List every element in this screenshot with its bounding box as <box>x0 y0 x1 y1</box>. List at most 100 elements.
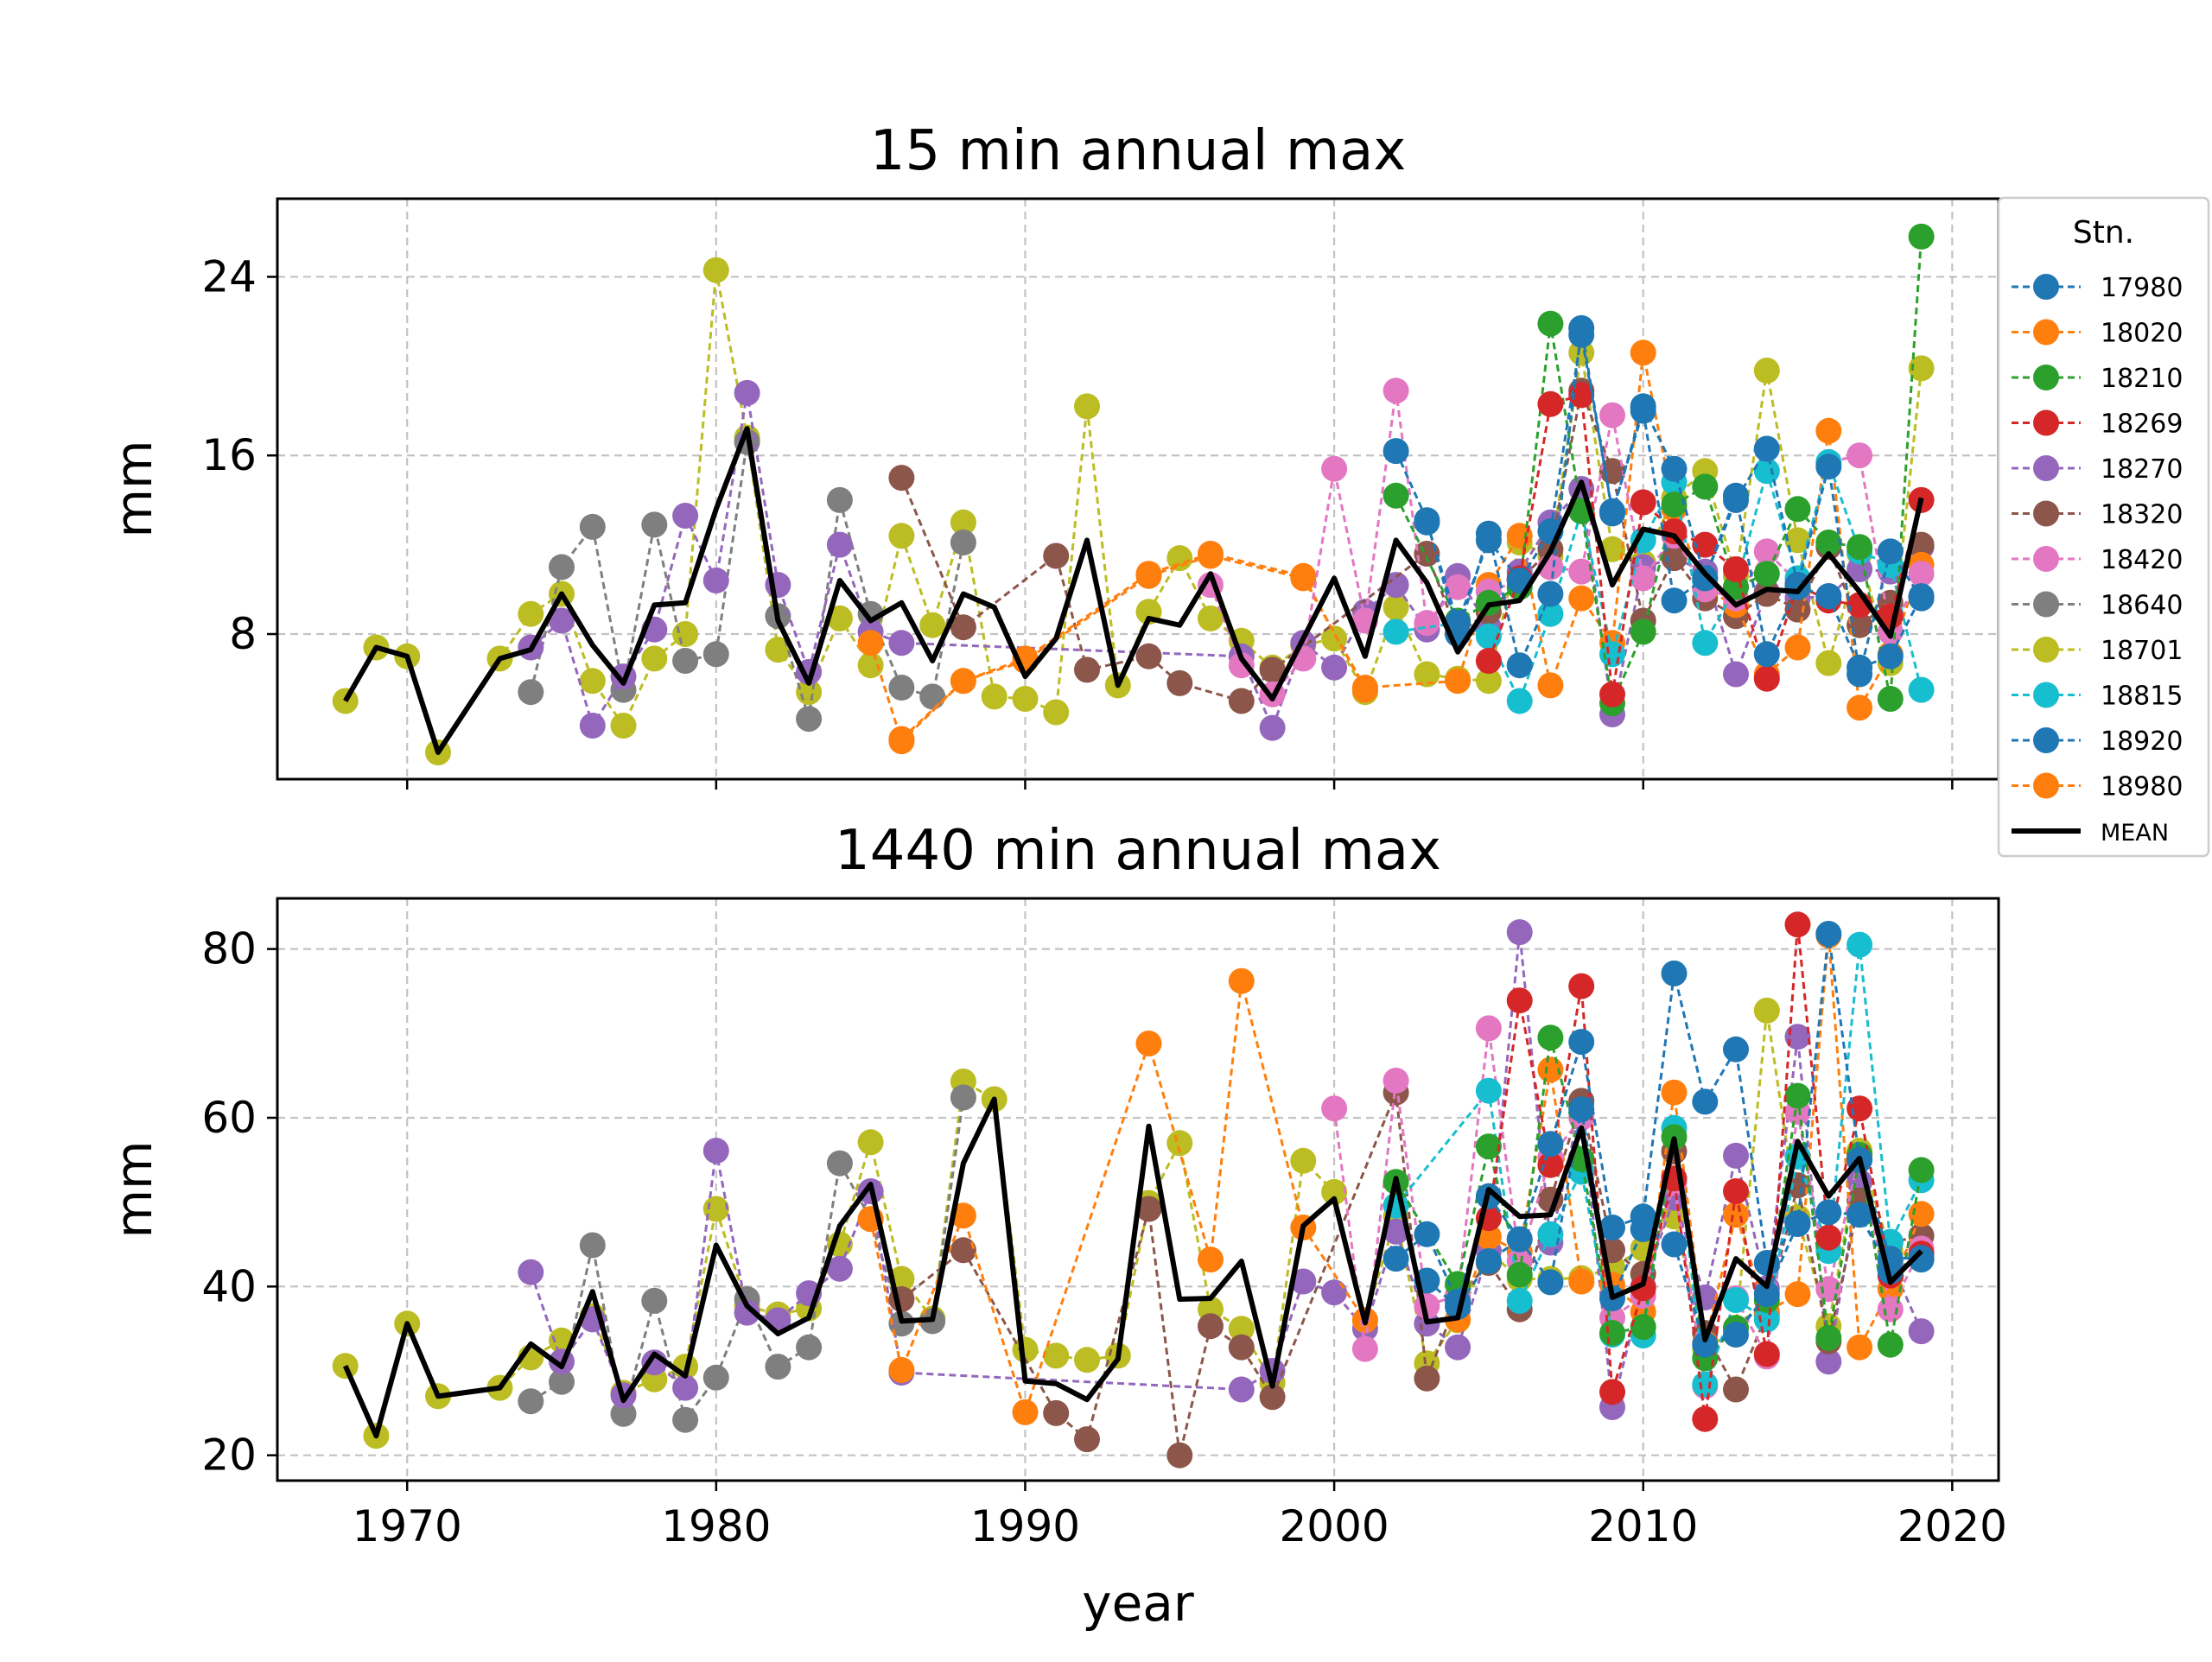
data-point <box>1599 1320 1625 1347</box>
data-point <box>950 530 976 555</box>
data-point <box>1198 605 1224 631</box>
data-point <box>1321 1178 1348 1205</box>
data-point <box>1445 1334 1471 1361</box>
data-point <box>1661 1231 1688 1258</box>
series-line-18270 <box>529 931 1923 1408</box>
data-point <box>1135 562 1162 589</box>
data-point <box>734 379 760 406</box>
data-point <box>1259 657 1286 683</box>
data-point <box>888 675 915 701</box>
data-point <box>1382 1246 1409 1272</box>
data-point <box>1537 1221 1564 1247</box>
data-point <box>1290 1147 1317 1174</box>
data-point <box>1753 435 1780 462</box>
data-point <box>1568 973 1595 999</box>
data-point <box>1877 643 1904 669</box>
data-point <box>702 257 729 283</box>
legend-entry-18320: 18320 <box>2012 500 2183 530</box>
legend-entries: 17980 18020 18210 18269 18270 18320 18420 18640… <box>2012 273 2183 847</box>
data-point <box>1475 1133 1502 1160</box>
x-tick-label: 1990 <box>970 1501 1080 1551</box>
data-point <box>1414 661 1440 688</box>
data-point <box>1012 1399 1039 1425</box>
data-point <box>1506 987 1533 1014</box>
series-MEAN <box>343 426 1924 755</box>
data-point <box>1259 1384 1286 1411</box>
data-point <box>1382 482 1409 509</box>
data-point <box>1537 1024 1564 1051</box>
data-point <box>1630 565 1656 592</box>
data-point <box>1135 643 1162 669</box>
data-point <box>1908 355 1935 382</box>
data-point <box>1475 1223 1502 1250</box>
data-point <box>1692 531 1719 558</box>
data-point <box>1475 527 1502 554</box>
data-point <box>1630 1215 1656 1242</box>
legend-marker <box>2033 455 2059 481</box>
legend: Stn. 17980 18020 18210 18269 18270 18320 18420… <box>1997 196 2210 858</box>
legend-entry-18420: 18420 <box>2012 545 2183 575</box>
data-point <box>610 713 637 739</box>
series-line-18815 <box>1395 944 1923 1386</box>
data-point <box>1847 1334 1873 1361</box>
data-point <box>888 630 915 657</box>
data-point <box>1414 541 1440 567</box>
data-point <box>1351 1335 1378 1362</box>
data-point <box>826 1255 853 1282</box>
series-layer <box>332 911 1935 1469</box>
legend-label: 18980 <box>2101 772 2183 802</box>
y-tick-label: 60 <box>201 1093 257 1143</box>
axes-frame <box>276 897 2000 1482</box>
data-point <box>1568 1029 1595 1056</box>
legend-entry-18920: 18920 <box>2012 726 2183 757</box>
data-point <box>702 1364 729 1391</box>
data-point <box>1228 967 1255 994</box>
data-point <box>1382 1218 1409 1245</box>
data-point <box>1166 1442 1193 1469</box>
legend-label: 18640 <box>2101 591 2183 621</box>
data-point <box>857 630 884 657</box>
data-point <box>950 1084 976 1111</box>
series-layer <box>332 223 1935 765</box>
data-point <box>702 641 729 668</box>
data-point <box>1815 583 1842 610</box>
legend-label: 18920 <box>2101 726 2183 757</box>
data-point <box>1661 1079 1688 1106</box>
data-point <box>1321 654 1348 681</box>
data-point <box>1228 652 1255 679</box>
data-point <box>1321 1095 1348 1122</box>
data-point <box>1630 618 1656 645</box>
data-point <box>1784 911 1811 938</box>
data-point <box>1753 561 1780 587</box>
data-point <box>549 554 575 580</box>
grid <box>277 199 1999 779</box>
data-point <box>1753 1281 1780 1308</box>
legend-label: 18815 <box>2101 682 2183 712</box>
data-point <box>1784 527 1811 554</box>
data-point <box>826 486 853 513</box>
series-line-MEAN <box>342 1096 1923 1439</box>
data-point <box>1414 509 1440 536</box>
data-point <box>1847 442 1873 469</box>
legend-label: 18020 <box>2101 319 2183 349</box>
data-point <box>1908 583 1935 610</box>
series-18269 <box>1475 911 1935 1432</box>
data-point <box>857 600 884 627</box>
y-tick-label: 20 <box>201 1430 257 1481</box>
data-point <box>1723 661 1749 688</box>
chart-title: 1440 min annual max <box>835 819 1441 883</box>
data-point <box>1692 1405 1719 1432</box>
data-point <box>702 1196 729 1222</box>
data-point <box>826 531 853 558</box>
legend-entry-17980: 17980 <box>2012 273 2183 303</box>
data-point <box>672 503 699 529</box>
data-point <box>1537 580 1564 607</box>
data-point <box>518 1259 544 1285</box>
data-point <box>641 1287 668 1314</box>
data-point <box>1382 438 1409 465</box>
legend-marker <box>2033 319 2059 346</box>
data-point <box>1877 1331 1904 1358</box>
data-point <box>1568 1268 1595 1295</box>
data-point <box>1475 1015 1502 1042</box>
